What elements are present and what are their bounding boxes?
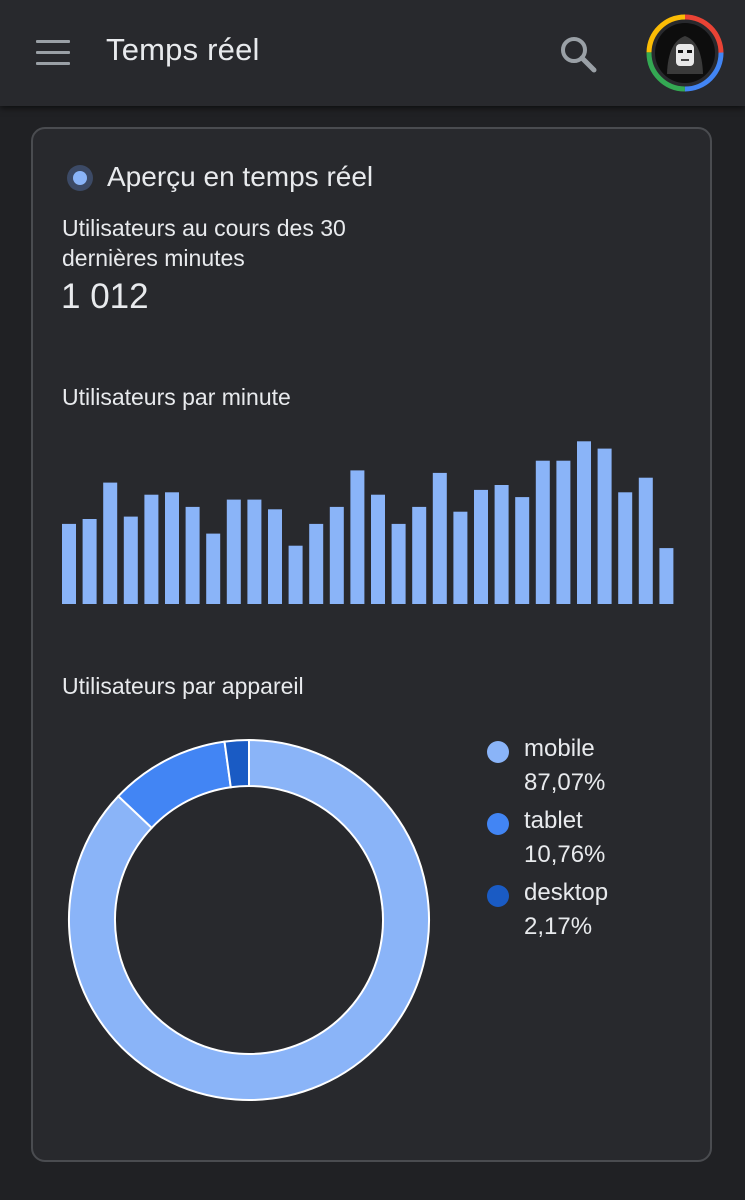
legend-percent-desktop: 2,17% — [524, 913, 593, 940]
minute-bar-22[interactable] — [494, 485, 509, 604]
top-app-bar: Temps réel — [0, 0, 745, 106]
minute-bar-2[interactable] — [82, 519, 97, 604]
minute-bar-16[interactable] — [371, 494, 385, 604]
users-per-device-donut — [68, 738, 430, 1101]
legend-label-mobile: mobile — [524, 735, 595, 762]
users-last-30-min-value: 1 012 — [61, 277, 149, 316]
minute-bar-4[interactable] — [123, 516, 138, 604]
minute-bar-5[interactable] — [144, 494, 159, 604]
page-title: Temps réel — [106, 32, 260, 67]
minute-bar-24[interactable] — [535, 460, 550, 604]
donut-slice-desktop[interactable] — [223, 738, 250, 789]
minute-bar-1[interactable] — [62, 523, 76, 604]
minute-bar-8[interactable] — [206, 533, 221, 604]
users-per-minute-chart — [62, 441, 674, 604]
minute-bar-15[interactable] — [350, 470, 365, 604]
legend-dot-mobile — [487, 741, 509, 763]
minute-bar-3[interactable] — [103, 482, 118, 604]
minute-bar-26[interactable] — [577, 441, 591, 604]
minute-bar-10[interactable] — [247, 499, 262, 604]
minute-bar-12[interactable] — [288, 545, 303, 604]
users-per-minute-label: Utilisateurs par minute — [62, 384, 291, 410]
card-title: Aperçu en temps réel — [107, 161, 374, 192]
minute-bar-18[interactable] — [412, 506, 427, 604]
minute-bar-17[interactable] — [391, 523, 406, 604]
minute-bar-7[interactable] — [185, 506, 200, 604]
legend-dot-tablet — [487, 813, 509, 835]
legend-label-desktop: desktop — [524, 879, 609, 906]
minute-bar-9[interactable] — [226, 499, 241, 604]
hamburger-menu-icon[interactable] — [36, 40, 70, 66]
live-indicator-icon — [67, 165, 93, 191]
search-icon[interactable] — [558, 34, 598, 74]
legend-percent-tablet: 10,76% — [524, 841, 606, 868]
minute-bar-30[interactable] — [659, 548, 674, 604]
minute-bar-19[interactable] — [432, 472, 447, 604]
minute-bar-29[interactable] — [638, 477, 653, 604]
minute-bar-6[interactable] — [165, 492, 179, 604]
minute-bar-20[interactable] — [453, 511, 468, 604]
realtime-overview-card: Aperçu en temps réel Utilisateurs au cou… — [31, 127, 712, 1162]
minute-bar-25[interactable] — [556, 460, 571, 604]
users-per-device-label: Utilisateurs par appareil — [62, 673, 304, 699]
donut-slice-mobile[interactable] — [68, 738, 430, 1101]
minute-bar-27[interactable] — [597, 448, 612, 604]
minute-bar-11[interactable] — [268, 509, 282, 604]
minute-bar-13[interactable] — [309, 523, 324, 604]
minute-bar-21[interactable] — [474, 489, 488, 604]
legend-percent-mobile: 87,07% — [524, 769, 606, 796]
minute-bar-28[interactable] — [618, 492, 633, 604]
legend-label-tablet: tablet — [524, 807, 583, 834]
user-avatar[interactable] — [646, 14, 724, 92]
legend-dot-desktop — [487, 885, 509, 907]
minute-bar-23[interactable] — [515, 497, 530, 604]
users-last-30-min-label: Utilisateurs au cours des 30 dernières m… — [62, 215, 346, 271]
minute-bar-14[interactable] — [329, 506, 344, 604]
